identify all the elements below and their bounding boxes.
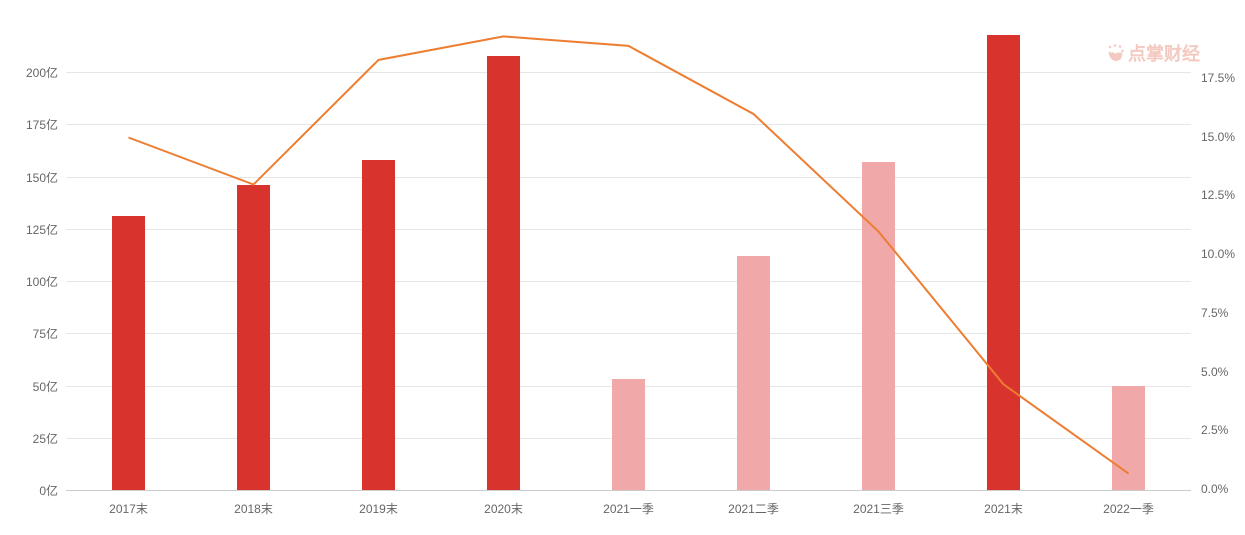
y-left-tick-label: 150亿 (26, 169, 58, 186)
y-right-tick-label: 7.5% (1201, 306, 1228, 320)
x-tick-label: 2021末 (984, 500, 1023, 517)
y-right-tick-label: 5.0% (1201, 365, 1228, 379)
y-left-tick-label: 25亿 (33, 430, 58, 447)
y-right-tick-label: 17.5% (1201, 71, 1235, 85)
y-left-tick-label: 75亿 (33, 325, 58, 342)
x-tick-label: 2017末 (109, 500, 148, 517)
x-tick-label: 2020末 (484, 500, 523, 517)
y-left-tick-label: 100亿 (26, 273, 58, 290)
y-left-tick-label: 175亿 (26, 116, 58, 133)
x-tick-label: 2021一季 (603, 500, 654, 517)
x-tick-label: 2022一季 (1103, 500, 1154, 517)
revenue-chart: 点掌财经 0亿 25亿 50亿 75亿 100亿 125亿 150亿 175亿 200亿 0.0%… (0, 0, 1245, 535)
watermark-hand-icon (1106, 43, 1126, 68)
y-left-tick-label: 200亿 (26, 64, 58, 81)
x-tick-label: 2019末 (359, 500, 398, 517)
y-right-tick-label: 10.0% (1201, 247, 1235, 261)
y-right-tick-label: 2.5% (1201, 423, 1228, 437)
watermark-text: 点掌财经 (1128, 44, 1200, 64)
watermark-logo: 点掌财经 (1106, 40, 1200, 68)
y-right-tick-label: 12.5% (1201, 188, 1235, 202)
line-series (66, 20, 1191, 490)
y-left-tick-label: 0亿 (39, 482, 58, 499)
x-tick-label: 2021三季 (853, 500, 904, 517)
y-right-tick-label: 15.0% (1201, 130, 1235, 144)
x-tick-label: 2021二季 (728, 500, 779, 517)
y-left-tick-label: 125亿 (26, 221, 58, 238)
y-right-tick-label: 0.0% (1201, 482, 1228, 496)
y-left-tick-label: 50亿 (33, 378, 58, 395)
baseline (66, 490, 1191, 491)
x-tick-label: 2018末 (234, 500, 273, 517)
line-path (129, 36, 1129, 473)
